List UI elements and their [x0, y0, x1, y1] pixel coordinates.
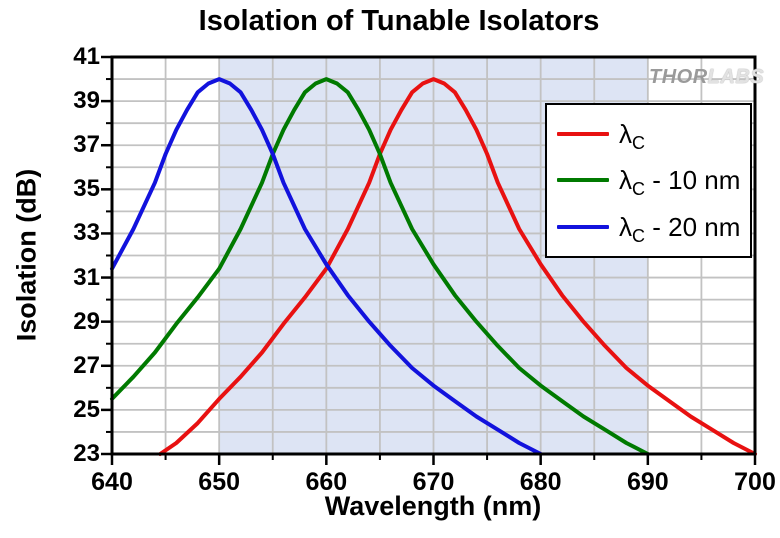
legend-label-lambda-c-minus-20: λC - 20 nm [619, 211, 741, 245]
lambda-glyph: λ [619, 165, 632, 196]
x-tick-label: 690 [626, 468, 669, 496]
lambda-subscript: C [632, 179, 645, 200]
x-tick-label: 660 [305, 468, 348, 496]
legend-suffix: - 10 nm [645, 165, 741, 196]
y-tick-label: 33 [73, 219, 100, 247]
thorlabs-watermark: THORLABS [649, 66, 764, 89]
x-tick-label: 650 [198, 468, 241, 496]
legend-item-lambda-c: λC [557, 119, 750, 152]
y-tick-label: 29 [73, 307, 100, 335]
lambda-subscript: C [632, 226, 645, 246]
chart-title: Isolation of Tunable Isolators [198, 5, 600, 37]
y-tick-label: 31 [73, 263, 100, 291]
x-tick-label: 680 [519, 468, 562, 496]
y-axis-label: Isolation (dB) [11, 168, 42, 342]
legend-box: λC λC - 10 nm λC - 20 nm [545, 103, 752, 258]
watermark-labs: LABS [707, 66, 765, 88]
series-line-2 [110, 77, 543, 456]
lambda-glyph: λ [619, 211, 632, 242]
y-tick-label: 23 [73, 440, 100, 467]
x-axis-label: Wavelength (nm) [324, 491, 542, 521]
legend-line-green [557, 178, 609, 183]
legend-suffix: - 20 nm [645, 211, 741, 242]
y-tick-label: 39 [73, 87, 100, 115]
x-tick-label: 670 [412, 468, 455, 496]
series-line-1 [110, 77, 650, 456]
y-tick-label: 27 [73, 351, 100, 379]
legend-label-lambda-c-minus-10: λC - 10 nm [619, 165, 741, 198]
y-tick-label: 35 [73, 175, 100, 203]
legend-item-lambda-c-minus-10: λC - 10 nm [557, 165, 750, 199]
legend-line-blue [557, 224, 609, 229]
lambda-subscript: C [632, 133, 645, 154]
x-tick-label: 700 [734, 468, 776, 496]
legend-line-red [557, 132, 609, 137]
y-tick-label: 41 [73, 43, 100, 70]
legend-label-lambda-c: λC [619, 119, 645, 152]
x-tick-label: 640 [91, 468, 133, 496]
watermark-thor: THOR [649, 66, 708, 88]
y-tick-label: 37 [73, 131, 100, 159]
y-tick-label: 25 [73, 395, 100, 423]
series-line-0 [158, 77, 757, 456]
lambda-glyph: λ [619, 119, 632, 150]
legend-item-lambda-c-minus-20: λC - 20 nm [557, 211, 750, 245]
